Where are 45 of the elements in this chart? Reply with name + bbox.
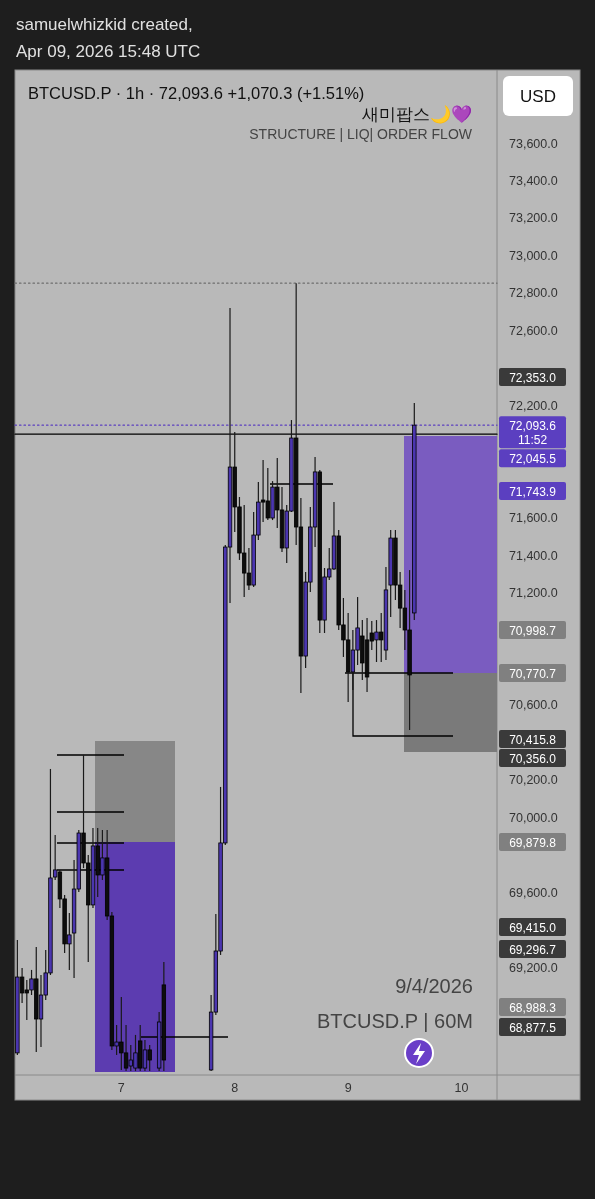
y-tick-label: 73,600.0	[509, 136, 558, 151]
text: 70,998.7	[509, 623, 557, 638]
text: 69,879.8	[509, 835, 557, 850]
text: 69,296.7	[509, 942, 557, 957]
text: 70,415.8	[509, 732, 557, 747]
text: USD	[520, 87, 556, 106]
text: samuelwhizkid created,	[16, 15, 193, 34]
y-tick-label: 69,200.0	[509, 960, 558, 975]
y-tick-label: 73,400.0	[509, 174, 558, 188]
text: STRUCTURE | LIQ| ORDER FLOW	[249, 126, 473, 142]
x-tick-label: 7	[117, 1081, 125, 1095]
candlestick	[350, 629, 356, 691]
y-tick-label: 73,000.0	[509, 248, 558, 263]
ref-line-label: 72,045.5	[509, 451, 557, 466]
y-tick-label: 71,600.0	[509, 511, 558, 526]
candlestick	[142, 1039, 148, 1072]
y-tick-label: 70,200.0	[509, 773, 558, 788]
y-tick-label: 72,800.0	[509, 286, 558, 301]
x-tick-label: 8	[231, 1081, 239, 1095]
annotation: 새미팝스🌙💜	[362, 104, 473, 125]
y-tick-label: 72,600.0	[509, 323, 558, 338]
candlestick	[147, 1044, 152, 1072]
text: 69,415.0	[509, 920, 557, 935]
text: 71,743.9	[509, 484, 557, 499]
annotation: 9/4/2026	[395, 975, 473, 997]
y-tick-label: 71,400.0	[509, 548, 558, 563]
candlestick	[123, 1024, 129, 1072]
text: 68,877.5	[509, 1020, 557, 1035]
x-tick-label: 9	[344, 1081, 352, 1095]
y-tick-label: 69,600.0	[509, 885, 558, 900]
text: 70,356.0	[509, 751, 557, 766]
y-tick-label: 71,200.0	[509, 586, 558, 601]
x-tick-label: 10	[454, 1081, 469, 1095]
text: BTCUSD.P · 1h · 72,093.6 +1,070.3 (+1.51%)	[28, 84, 365, 102]
y-tick-label: 70,600.0	[509, 698, 558, 713]
annotation: BTCUSD.P | 60M	[317, 1010, 473, 1032]
text: 72,353.0	[509, 370, 557, 385]
y-tick-label: 70,000.0	[509, 810, 558, 825]
y-tick-label: 73,200.0	[509, 211, 558, 226]
text: 68,988.3	[509, 1000, 557, 1015]
text: Apr 09, 2026 15:48 UTC	[16, 42, 201, 61]
y-tick-label: 72,200.0	[509, 398, 558, 413]
candlestick	[38, 974, 44, 1048]
text: 70,770.7	[509, 666, 557, 681]
ref-line-label: 72,093.6 11:52	[509, 418, 557, 447]
